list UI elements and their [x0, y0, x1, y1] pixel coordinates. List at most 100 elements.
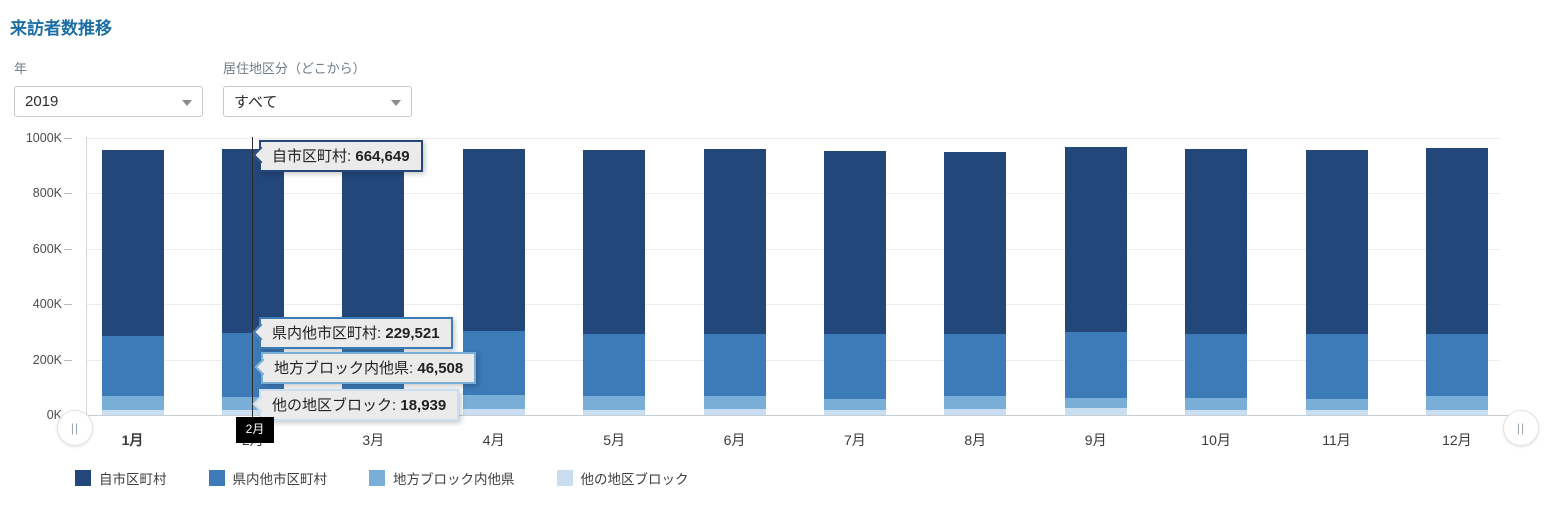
bar-segment-4月-他の地区ブロック[interactable]	[462, 408, 525, 415]
x-axis-label-5月: 5月	[603, 432, 625, 448]
legend-item-自市区町村[interactable]: 自市区町村	[75, 468, 167, 488]
bar-segment-12月-県内他市区町村[interactable]	[1425, 333, 1488, 397]
gridline	[86, 137, 1500, 139]
bar-segment-8月-自市区町村[interactable]	[944, 152, 1007, 334]
bar-segment-8月-地方ブロック内他県[interactable]	[944, 396, 1007, 409]
tooltip-own-municipality: 自市区町村: 664,649	[259, 140, 423, 172]
bar-segment-9月-他の地区ブロック[interactable]	[1064, 408, 1127, 415]
bar-segment-11月-地方ブロック内他県[interactable]	[1305, 398, 1368, 410]
y-axis-tick-label: 0K	[46, 408, 62, 422]
legend-swatch-icon	[208, 470, 225, 486]
bar-segment-8月-他の地区ブロック[interactable]	[944, 408, 1007, 415]
legend-swatch-icon	[556, 470, 573, 486]
y-axis-tick-label: 1000K	[25, 130, 62, 145]
year-select-value: 2019	[25, 93, 59, 110]
y-axis-tick	[64, 137, 72, 139]
bar-segment-11月-自市区町村[interactable]	[1305, 150, 1368, 334]
y-axis-tick	[64, 248, 72, 250]
legend-label: 他の地区ブロック	[580, 472, 689, 487]
x-axis-label-8月: 8月	[964, 432, 987, 448]
bar-segment-7月-県内他市区町村[interactable]	[823, 333, 886, 399]
tooltip-other-block: 他の地区ブロック: 18,939	[259, 389, 460, 421]
bar-segment-12月-自市区町村[interactable]	[1425, 148, 1488, 334]
x-axis-line	[70, 415, 1520, 416]
bar-segment-12月-他の地区ブロック[interactable]	[1425, 410, 1488, 415]
bar-segment-4月-自市区町村[interactable]	[462, 149, 525, 331]
y-axis-tick	[64, 193, 72, 194]
bar-segment-6月-県内他市区町村[interactable]	[703, 333, 766, 396]
bar-segment-8月-県内他市区町村[interactable]	[944, 333, 1007, 397]
bar-segment-9月-地方ブロック内他県[interactable]	[1064, 397, 1127, 409]
y-axis-tick-label: 200K	[32, 352, 62, 367]
bar-segment-1月-他の地区ブロック[interactable]	[101, 410, 164, 415]
legend-item-県内他市区町村[interactable]: 県内他市区町村	[208, 468, 328, 488]
x-axis-label-10月: 10月	[1201, 432, 1231, 448]
chevron-down-icon	[391, 100, 401, 106]
bar-segment-5月-県内他市区町村[interactable]	[583, 333, 646, 397]
bar-segment-10月-自市区町村[interactable]	[1185, 149, 1248, 334]
x-axis-label-3月: 3月	[362, 432, 385, 448]
x-axis-label-1月: 1月	[121, 432, 144, 448]
year-select[interactable]: 2019	[14, 86, 203, 117]
bar-segment-7月-自市区町村[interactable]	[823, 151, 886, 334]
x-axis-label-7月: 7月	[843, 432, 866, 448]
hover-crosshair-line	[252, 137, 253, 418]
legend-swatch-icon	[75, 470, 91, 486]
x-axis-label-4月: 4月	[482, 432, 505, 448]
gridline	[86, 248, 1500, 250]
y-axis-tick-label: 600K	[32, 241, 62, 256]
hovered-category-label: 2月	[236, 417, 274, 443]
bar-segment-3月-自市区町村[interactable]	[342, 150, 405, 334]
bar-segment-6月-地方ブロック内他県[interactable]	[703, 395, 766, 409]
y-axis-tick-label: 800K	[32, 186, 62, 200]
legend-label: 地方ブロック内他県	[393, 472, 515, 487]
x-axis-label-11月: 11月	[1322, 432, 1351, 448]
gridline	[86, 193, 1500, 194]
x-axis-label-9月: 9月	[1084, 432, 1107, 448]
bar-segment-10月-県内他市区町村[interactable]	[1185, 333, 1248, 399]
x-axis-label-12月: 12月	[1442, 432, 1472, 448]
legend-label: 自市区町村	[99, 472, 167, 487]
legend-label: 県内他市区町村	[232, 472, 328, 487]
y-axis-tick-label: 400K	[32, 297, 62, 311]
bar-segment-1月-県内他市区町村[interactable]	[101, 335, 164, 397]
bar-segment-7月-地方ブロック内他県[interactable]	[823, 398, 886, 411]
bar-segment-10月-地方ブロック内他県[interactable]	[1185, 398, 1248, 410]
chart-legend: 自市区町村 県内他市区町村 地方ブロック内他県 他の地区ブロック	[75, 468, 689, 488]
tooltip-other-municipality-in-pref: 県内他市区町村: 229,521	[259, 317, 453, 349]
gridline	[86, 304, 1500, 305]
bar-segment-7月-他の地区ブロック[interactable]	[823, 410, 886, 415]
pan-handle-right[interactable]: ||	[1503, 410, 1539, 446]
bar-segment-9月-県内他市区町村[interactable]	[1064, 332, 1127, 398]
bar-segment-11月-県内他市区町村[interactable]	[1305, 333, 1368, 399]
bar-segment-5月-他の地区ブロック[interactable]	[583, 409, 646, 415]
residence-select[interactable]: すべて	[223, 86, 412, 117]
pan-handle-left[interactable]: ||	[57, 410, 93, 446]
x-axis-label-6月: 6月	[723, 432, 746, 448]
residence-select-value: すべて	[234, 94, 278, 111]
bar-segment-5月-自市区町村[interactable]	[583, 150, 646, 334]
page-title: 来訪者数推移	[10, 19, 112, 38]
bar-segment-5月-地方ブロック内他県[interactable]	[583, 396, 646, 410]
residence-filter-label: 居住地区分（どこから）	[223, 61, 366, 76]
bar-segment-11月-他の地区ブロック[interactable]	[1305, 409, 1368, 415]
gridline	[86, 359, 1500, 361]
bar-segment-6月-自市区町村[interactable]	[703, 149, 766, 334]
legend-item-地方ブロック内他県[interactable]: 地方ブロック内他県	[369, 468, 515, 488]
bar-segment-1月-地方ブロック内他県[interactable]	[101, 396, 164, 411]
legend-swatch-icon	[369, 470, 385, 486]
legend-item-他の地区ブロック[interactable]: 他の地区ブロック	[556, 468, 689, 488]
bar-segment-1月-自市区町村[interactable]	[101, 149, 164, 336]
bar-segment-12月-地方ブロック内他県[interactable]	[1425, 396, 1488, 410]
bar-segment-6月-他の地区ブロック[interactable]	[703, 408, 766, 415]
y-axis-tick	[64, 304, 72, 305]
bar-segment-4月-地方ブロック内他県[interactable]	[462, 395, 525, 409]
year-filter-label: 年	[14, 61, 28, 76]
y-axis-line	[86, 137, 87, 416]
tooltip-other-pref-in-block: 地方ブロック内他県: 46,508	[261, 352, 477, 384]
y-axis-tick	[64, 359, 72, 361]
bar-segment-9月-自市区町村[interactable]	[1064, 147, 1127, 333]
chevron-down-icon	[182, 100, 192, 106]
bar-segment-10月-他の地区ブロック[interactable]	[1185, 410, 1248, 415]
